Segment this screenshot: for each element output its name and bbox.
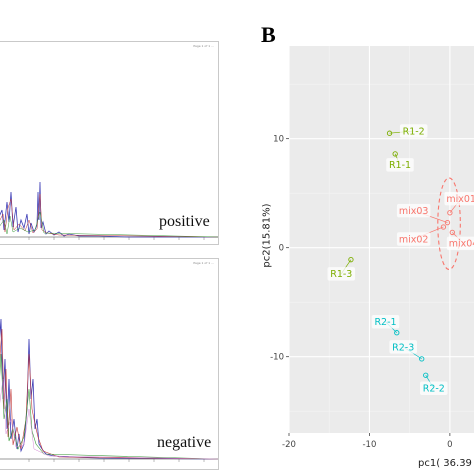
- x-tick-label: 0: [447, 440, 452, 450]
- point-label-R2-2: R2-2: [423, 384, 445, 395]
- label-box-R1-3: [327, 267, 356, 281]
- label-box-mix03: [396, 203, 431, 218]
- point-R2-3: [419, 356, 425, 362]
- chromatogram-positive-svg: [0, 181, 218, 240]
- point-R2-2: [423, 372, 429, 378]
- point-mix04: [449, 229, 455, 236]
- panel-header-text: Page 1 of 1 ...: [193, 261, 214, 265]
- point-mix01: [447, 210, 453, 216]
- positive-label: positive: [159, 213, 210, 230]
- point-label-R1-2: R1-2: [403, 126, 425, 137]
- chromatogram-trace-blue: [0, 181, 218, 238]
- chromatogram-trace-red: [0, 328, 218, 460]
- x-tick-label: -10: [362, 440, 376, 450]
- x-ticks: [28, 237, 205, 240]
- label-box-R1-1: [386, 158, 414, 172]
- point-label-R2-3: R2-3: [392, 342, 414, 353]
- plot-background: [289, 46, 474, 433]
- chromatogram-negative-panel: Page 1 of 1 ... negative: [0, 258, 219, 470]
- x-ticks: [28, 459, 205, 462]
- panel-header-text: Page 1 of 1 ...: [193, 44, 214, 48]
- ellipse-mix: [437, 177, 461, 271]
- label-box-R2-1: [371, 315, 400, 329]
- point-label-mix02: mix02: [399, 234, 429, 245]
- y-tick-label: -10: [270, 353, 284, 363]
- label-box-mix04: [446, 236, 474, 251]
- label-box-R2-3: [389, 340, 417, 354]
- y-tick-label: 10: [273, 135, 284, 145]
- label-box-R1-2: [399, 124, 428, 138]
- point-mix03: [444, 219, 451, 226]
- confidence-ellipses: [437, 177, 461, 271]
- label-box-mix02: [396, 232, 431, 246]
- point-label-R1-3: R1-3: [330, 269, 352, 280]
- negative-label: negative: [157, 434, 212, 451]
- chromatogram-trace-red: [0, 193, 218, 238]
- point-R1-3: [348, 257, 354, 263]
- chromatogram-trace-pink: [0, 378, 218, 460]
- point-R2-1: [394, 330, 400, 336]
- chromatogram-trace-green: [0, 211, 218, 238]
- point-label-mix01: mix01: [446, 194, 474, 205]
- point-label-mix04: mix04: [449, 239, 474, 250]
- label-box-mix01: [444, 191, 474, 206]
- axis-ticks: -20 -10 0 10 0 -10: [270, 135, 452, 450]
- point-R1-1: [392, 151, 398, 157]
- point-label-R2-1: R2-1: [374, 317, 396, 328]
- point-label-mix03: mix03: [399, 206, 429, 217]
- chromatogram-trace-green: [0, 353, 218, 460]
- point-R1-2: [386, 130, 393, 136]
- x-tick-label: -20: [282, 440, 296, 450]
- data-points: R1-2 R1-1 R1-3 mix01 mix03 mix02 mix04 R2-1 R2-3…: [327, 124, 474, 396]
- chromatogram-negative-svg: [0, 318, 218, 462]
- label-box-R2-2: [420, 381, 448, 396]
- y-tick-label: 0: [279, 244, 284, 254]
- chromatogram-positive-panel: Page 1 of 1 ... positive: [0, 41, 219, 245]
- point-label-R1-1: R1-1: [389, 160, 411, 171]
- panel-letter-b: B: [261, 22, 276, 47]
- point-mix02: [440, 224, 447, 230]
- x-axis-title: pc1( 36.39: [418, 458, 472, 469]
